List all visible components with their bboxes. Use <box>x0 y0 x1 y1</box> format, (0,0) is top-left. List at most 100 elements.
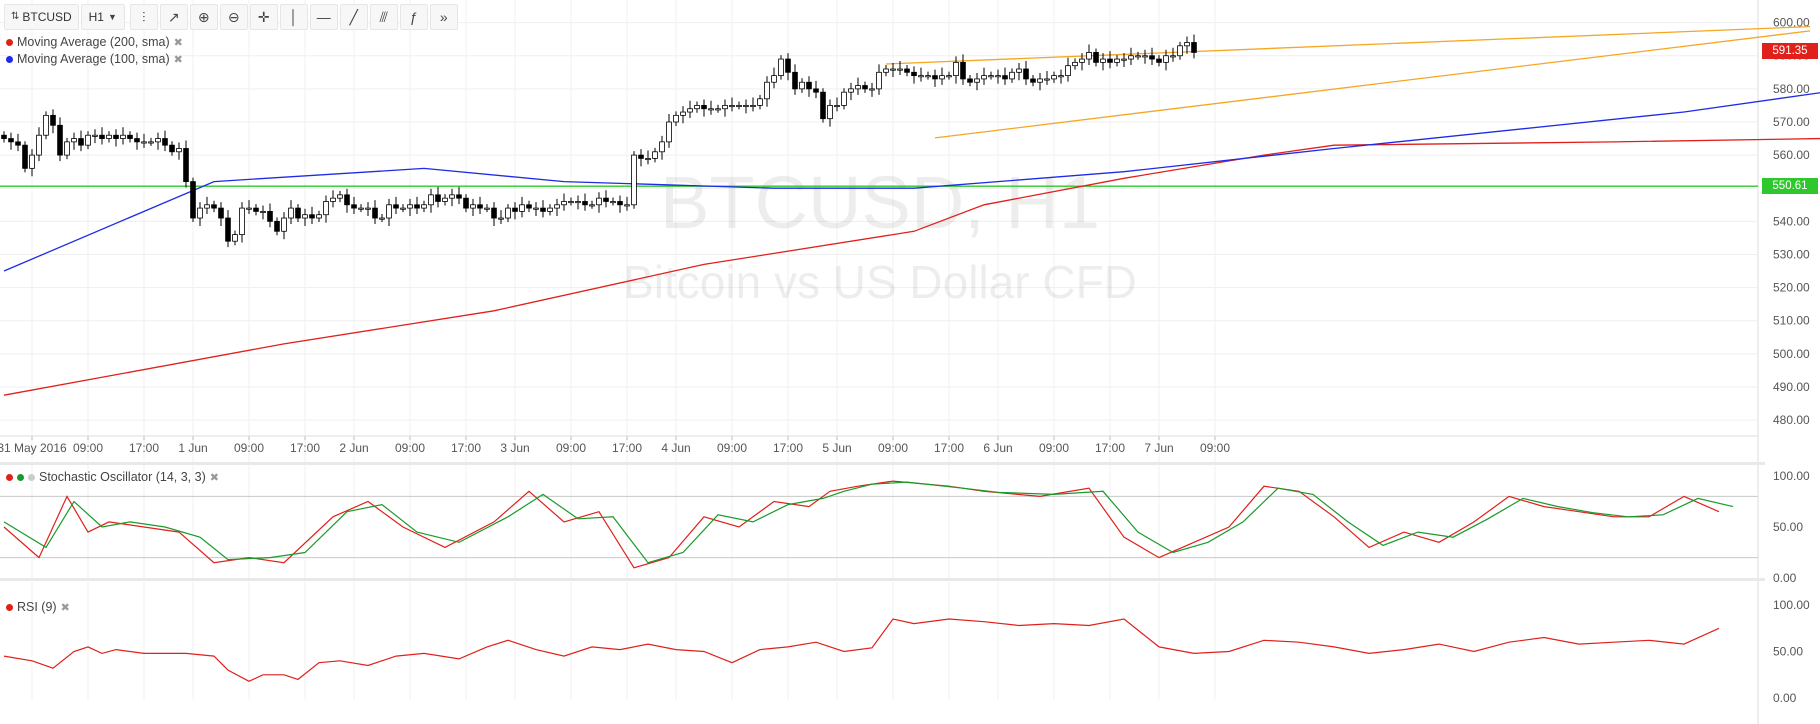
candle-body <box>848 88 854 93</box>
x-tick-label: 7 Jun <box>1144 441 1173 455</box>
zoom-in-button[interactable]: ⊕ <box>189 4 218 30</box>
bar-style-button[interactable]: ⫶ <box>129 4 158 30</box>
candle-body <box>141 141 147 144</box>
candle-body <box>1093 52 1099 63</box>
candle-body <box>8 138 14 143</box>
last-price-badge: 591.35 <box>1762 43 1818 60</box>
candle-body <box>1149 55 1155 60</box>
candle-body <box>183 148 189 182</box>
candle-body <box>316 214 322 219</box>
rsi-color-dot <box>6 603 13 611</box>
candle-body <box>729 105 735 108</box>
pane-divider[interactable] <box>0 462 1765 465</box>
candle-body <box>484 207 490 210</box>
candle-body <box>449 194 455 199</box>
candle-body <box>596 197 602 206</box>
candle-body <box>995 75 1001 78</box>
candle-body <box>1107 58 1113 63</box>
function-button[interactable]: ƒ <box>399 4 428 30</box>
close-icon[interactable]: ✖ <box>173 53 183 66</box>
more-button[interactable]: » <box>429 4 458 30</box>
ma100-label: Moving Average (100, sma) <box>17 52 170 66</box>
trend-line-icon: ╱ <box>349 9 358 25</box>
candle-body <box>162 138 168 146</box>
candle-body <box>701 105 707 110</box>
symbol-selector[interactable]: ⇅ BTCUSD <box>4 4 79 30</box>
x-tick-label: 09:00 <box>1200 441 1230 455</box>
candle-body <box>1191 42 1197 53</box>
candle-body <box>561 201 567 206</box>
y-tick-label: 530.00 <box>1773 247 1810 261</box>
fib-button[interactable]: ⫻ <box>369 4 398 30</box>
x-tick-label: 09:00 <box>395 441 425 455</box>
y-tick-label: 500.00 <box>1773 347 1810 361</box>
candle-body <box>120 134 126 139</box>
close-icon[interactable]: ✖ <box>60 601 70 614</box>
horizontal-line-button[interactable]: — <box>309 4 338 30</box>
trend-line-button[interactable]: ╱ <box>339 4 368 30</box>
candle-body <box>554 204 560 209</box>
candle-body <box>736 105 742 108</box>
x-tick-label: 1 Jun <box>178 441 207 455</box>
y-tick-label: 560.00 <box>1773 148 1810 162</box>
vertical-line-button[interactable]: │ <box>279 4 308 30</box>
watermark-description: Bitcoin vs US Dollar CFD <box>623 256 1137 308</box>
candle-body <box>407 204 413 209</box>
candle-body <box>85 134 91 146</box>
candle-body <box>771 75 777 83</box>
candle-body <box>988 75 994 78</box>
legend-stochastic[interactable]: Stochastic Oscillator (14, 3, 3) ✖ <box>6 470 219 484</box>
candle-body <box>1170 55 1176 58</box>
zoom-out-button[interactable]: ⊖ <box>219 4 248 30</box>
rsi-line <box>3 618 1720 682</box>
close-icon[interactable]: ✖ <box>209 471 219 484</box>
candle-body <box>1100 58 1106 63</box>
candle-body <box>1121 58 1127 61</box>
crosshair-button[interactable]: ✛ <box>249 4 278 30</box>
interval-label: H1 <box>88 10 104 24</box>
candle-body <box>169 144 175 153</box>
stoch-y-tick-label: 100.00 <box>1773 469 1810 483</box>
candle-body <box>176 148 182 153</box>
candle-body <box>589 204 595 207</box>
candle-body <box>239 207 245 235</box>
candle-body <box>813 88 819 93</box>
candle-body <box>288 207 294 219</box>
candle-body <box>309 214 315 219</box>
y-tick-label: 480.00 <box>1773 413 1810 427</box>
candle-body <box>757 98 763 106</box>
candle-body <box>806 81 812 90</box>
toolbar-spacer <box>127 8 128 26</box>
legend-ma200[interactable]: Moving Average (200, sma) ✖ <box>6 35 183 49</box>
candle-body <box>428 194 434 206</box>
pane-divider[interactable] <box>0 578 1765 581</box>
candle-body <box>463 197 469 209</box>
candle-body <box>1086 52 1092 60</box>
candle-body <box>456 194 462 199</box>
stoch-d-color-dot <box>17 473 24 481</box>
channel-lower-line <box>934 30 1811 139</box>
legend-ma100[interactable]: Moving Average (100, sma) ✖ <box>6 52 183 66</box>
candle-body <box>22 144 28 169</box>
candle-body <box>260 211 266 214</box>
x-tick-label: 6 Jun <box>983 441 1012 455</box>
interval-selector[interactable]: H1 ▼ <box>80 4 125 30</box>
candle-body <box>645 158 651 161</box>
candle-body <box>358 207 364 210</box>
crosshair-icon: ✛ <box>257 9 270 25</box>
candle-body <box>1023 68 1029 80</box>
candle-body <box>470 204 476 209</box>
candle-body <box>1114 58 1120 63</box>
candle-body <box>274 220 280 232</box>
close-icon[interactable]: ✖ <box>173 36 183 49</box>
indicators-button[interactable]: ↗ <box>159 4 188 30</box>
legend-rsi[interactable]: RSI (9) ✖ <box>6 600 70 614</box>
candle-body <box>379 217 385 220</box>
candle-body <box>344 194 350 206</box>
candle-body <box>911 71 917 77</box>
candle-body <box>624 204 630 207</box>
candle-body <box>505 207 511 219</box>
candle-body <box>687 108 693 113</box>
candle-body <box>365 207 371 210</box>
